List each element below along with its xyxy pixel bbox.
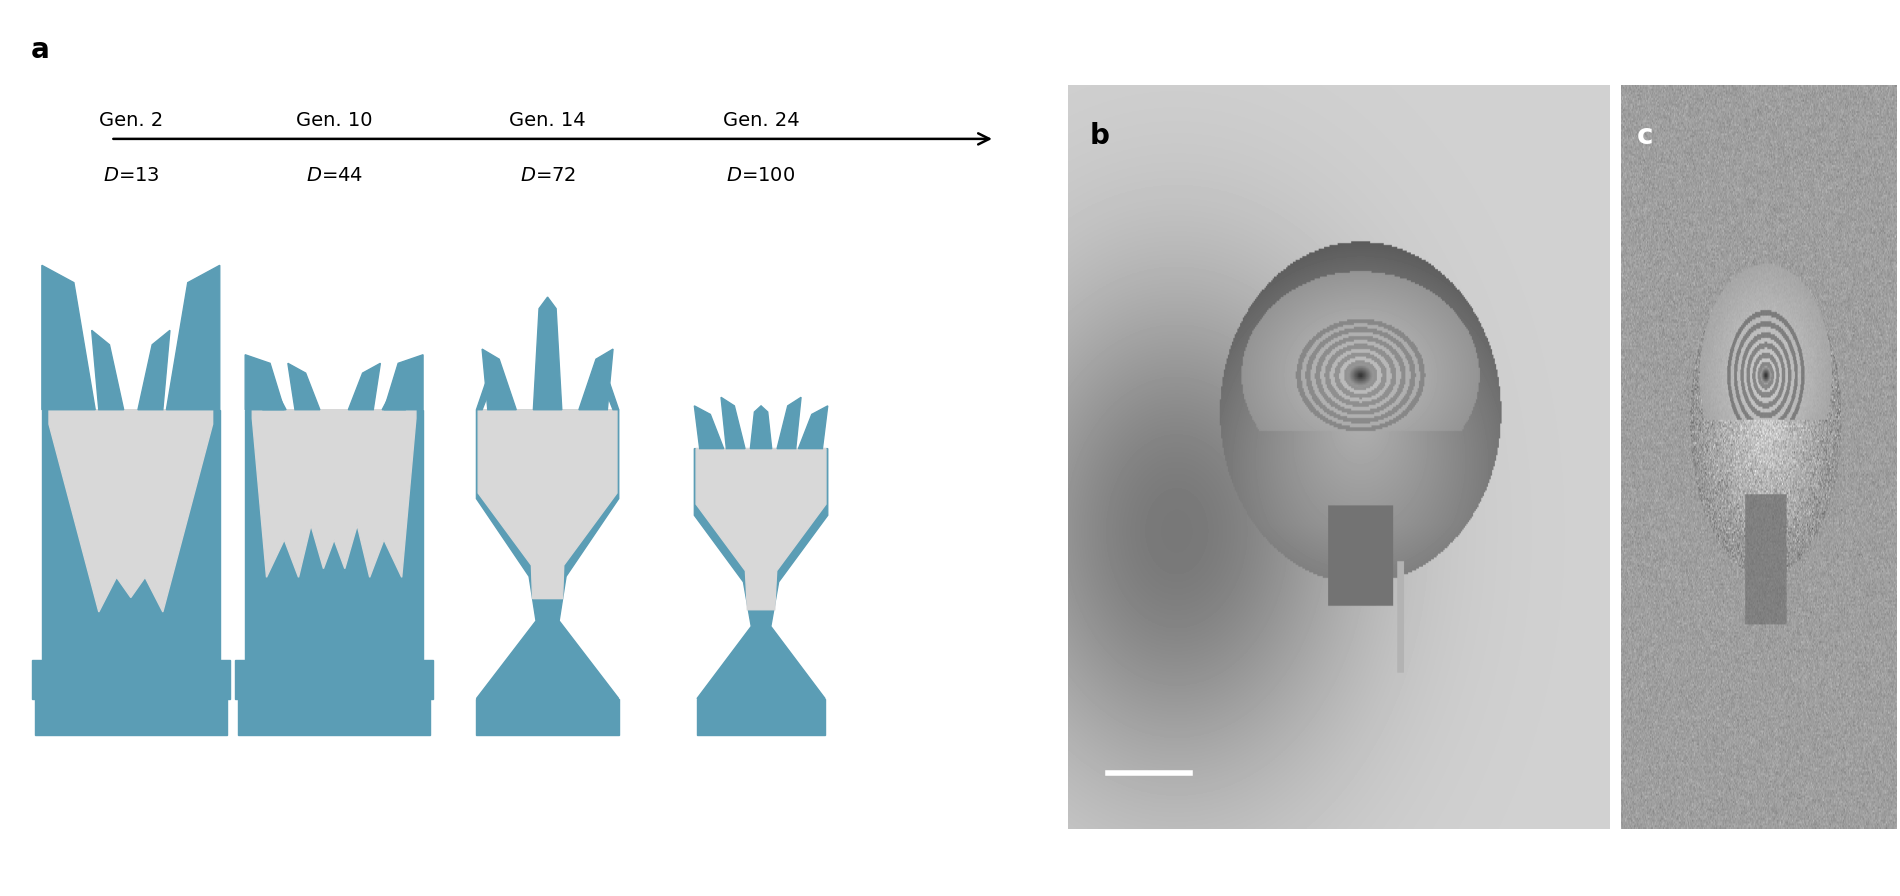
Polygon shape xyxy=(236,659,245,699)
Text: c: c xyxy=(1638,123,1653,151)
Polygon shape xyxy=(323,643,344,699)
Polygon shape xyxy=(34,699,226,735)
Polygon shape xyxy=(348,363,380,409)
Polygon shape xyxy=(220,659,230,699)
Polygon shape xyxy=(245,355,285,409)
Text: Gen. 10: Gen. 10 xyxy=(296,111,372,130)
Text: a: a xyxy=(30,36,49,64)
Polygon shape xyxy=(697,699,825,735)
Polygon shape xyxy=(139,331,169,409)
Polygon shape xyxy=(750,406,771,449)
Polygon shape xyxy=(424,659,433,699)
Polygon shape xyxy=(798,406,828,449)
Polygon shape xyxy=(42,409,220,699)
Polygon shape xyxy=(720,397,745,449)
Polygon shape xyxy=(256,375,287,409)
Polygon shape xyxy=(477,383,490,409)
Polygon shape xyxy=(42,265,95,409)
Polygon shape xyxy=(580,349,614,409)
Text: Gen. 14: Gen. 14 xyxy=(509,111,585,130)
Text: Gen. 2: Gen. 2 xyxy=(99,111,163,130)
Polygon shape xyxy=(694,449,828,699)
Text: b: b xyxy=(1089,123,1110,151)
Polygon shape xyxy=(483,349,517,409)
Polygon shape xyxy=(479,409,618,599)
Polygon shape xyxy=(238,699,429,735)
Text: $\mathit{D}$=13: $\mathit{D}$=13 xyxy=(103,166,160,185)
Polygon shape xyxy=(694,406,724,449)
Text: $\mathit{D}$=72: $\mathit{D}$=72 xyxy=(519,166,576,185)
Polygon shape xyxy=(253,409,416,577)
Polygon shape xyxy=(604,383,619,409)
Polygon shape xyxy=(477,409,619,699)
Polygon shape xyxy=(384,355,424,409)
Polygon shape xyxy=(777,397,802,449)
Text: $\mathit{D}$=100: $\mathit{D}$=100 xyxy=(726,166,796,185)
Polygon shape xyxy=(32,659,42,699)
Polygon shape xyxy=(534,297,562,409)
Polygon shape xyxy=(477,699,619,735)
Text: $\mathit{D}$=44: $\mathit{D}$=44 xyxy=(306,166,363,185)
Polygon shape xyxy=(167,265,220,409)
Polygon shape xyxy=(289,363,319,409)
Polygon shape xyxy=(49,409,213,612)
Polygon shape xyxy=(91,331,124,409)
Polygon shape xyxy=(245,409,424,699)
Polygon shape xyxy=(695,449,826,609)
Polygon shape xyxy=(382,375,412,409)
Text: Gen. 24: Gen. 24 xyxy=(722,111,800,130)
